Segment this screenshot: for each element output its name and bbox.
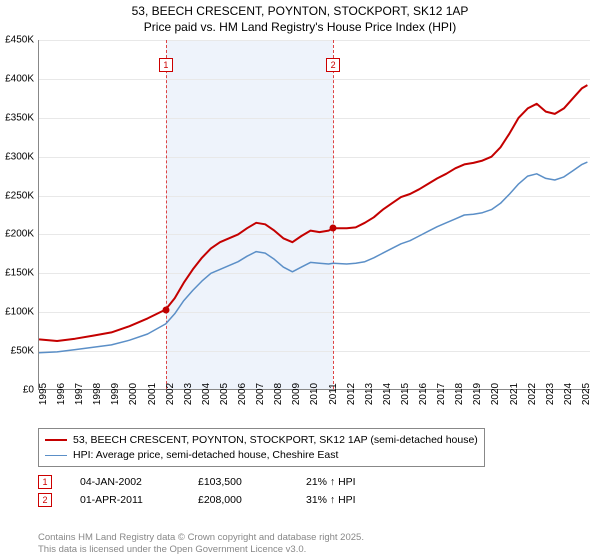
- transaction-idx-1: 2: [38, 493, 52, 507]
- y-tick-label: £250K: [5, 190, 34, 201]
- x-tick-label: 2018: [454, 383, 465, 405]
- x-tick-label: 2000: [128, 383, 139, 405]
- transaction-row-1: 2 01-APR-2011 £208,000 31% ↑ HPI: [38, 493, 590, 507]
- y-tick-label: £150K: [5, 268, 34, 279]
- x-tick-label: 2010: [309, 383, 320, 405]
- legend-label-1: HPI: Average price, semi-detached house,…: [73, 448, 338, 463]
- y-tick-label: £400K: [5, 73, 34, 84]
- transaction-table: 1 04-JAN-2002 £103,500 21% ↑ HPI 2 01-AP…: [38, 475, 590, 507]
- chart-container: 53, BEECH CRESCENT, POYNTON, STOCKPORT, …: [0, 0, 600, 560]
- marker-label: 2: [326, 58, 340, 72]
- series-hpi: [39, 162, 587, 353]
- x-tick-label: 2022: [527, 383, 538, 405]
- transaction-diff-1: 31% ↑ HPI: [306, 494, 386, 506]
- x-tick-label: 2008: [273, 383, 284, 405]
- y-tick-label: £0: [23, 385, 34, 396]
- x-tick-label: 2003: [183, 383, 194, 405]
- x-tick-label: 1997: [74, 383, 85, 405]
- x-tick-label: 2020: [490, 383, 501, 405]
- plot-region: 12: [38, 40, 590, 390]
- x-tick-label: 2023: [545, 383, 556, 405]
- transaction-idx-0: 1: [38, 475, 52, 489]
- transaction-price-1: £208,000: [198, 494, 278, 506]
- y-tick-label: £50K: [11, 346, 34, 357]
- legend-row-1: HPI: Average price, semi-detached house,…: [45, 448, 478, 463]
- transaction-date-0: 04-JAN-2002: [80, 476, 170, 488]
- y-tick-label: £100K: [5, 307, 34, 318]
- x-tick-label: 2021: [509, 383, 520, 405]
- footer: Contains HM Land Registry data © Crown c…: [38, 532, 364, 556]
- line-svg: [39, 40, 591, 390]
- x-tick-label: 2009: [291, 383, 302, 405]
- x-tick-label: 2025: [581, 383, 592, 405]
- x-tick-label: 2011: [328, 383, 339, 405]
- footer-line-2: This data is licensed under the Open Gov…: [38, 544, 364, 556]
- y-tick-label: £350K: [5, 112, 34, 123]
- y-tick-label: £200K: [5, 229, 34, 240]
- x-tick-label: 1998: [92, 383, 103, 405]
- transaction-price-0: £103,500: [198, 476, 278, 488]
- x-tick-label: 2015: [400, 383, 411, 405]
- x-tick-label: 2006: [237, 383, 248, 405]
- legend-swatch-0: [45, 439, 67, 441]
- y-tick-label: £300K: [5, 151, 34, 162]
- x-tick-label: 1996: [56, 383, 67, 405]
- x-tick-label: 2014: [382, 383, 393, 405]
- x-tick-label: 2012: [346, 383, 357, 405]
- title-line-1: 53, BEECH CRESCENT, POYNTON, STOCKPORT, …: [0, 4, 600, 20]
- x-tick-label: 2002: [165, 383, 176, 405]
- x-tick-label: 2005: [219, 383, 230, 405]
- title-line-2: Price paid vs. HM Land Registry's House …: [0, 20, 600, 36]
- chart-area: 12 £0£50K£100K£150K£200K£250K£300K£350K£…: [38, 40, 590, 390]
- transaction-row-0: 1 04-JAN-2002 £103,500 21% ↑ HPI: [38, 475, 590, 489]
- x-tick-label: 1995: [38, 383, 49, 405]
- y-tick-label: £450K: [5, 35, 34, 46]
- x-tick-label: 2013: [364, 383, 375, 405]
- legend-swatch-1: [45, 455, 67, 456]
- legend-block: 53, BEECH CRESCENT, POYNTON, STOCKPORT, …: [38, 428, 590, 511]
- x-tick-label: 2004: [201, 383, 212, 405]
- legend-row-0: 53, BEECH CRESCENT, POYNTON, STOCKPORT, …: [45, 433, 478, 448]
- marker-dot: [162, 306, 169, 313]
- x-tick-label: 2019: [472, 383, 483, 405]
- x-tick-label: 2016: [418, 383, 429, 405]
- legend: 53, BEECH CRESCENT, POYNTON, STOCKPORT, …: [38, 428, 485, 467]
- marker-label: 1: [159, 58, 173, 72]
- x-tick-label: 1999: [110, 383, 121, 405]
- x-tick-label: 2001: [147, 383, 158, 405]
- x-tick-label: 2024: [563, 383, 574, 405]
- footer-line-1: Contains HM Land Registry data © Crown c…: [38, 532, 364, 544]
- marker-dot: [330, 225, 337, 232]
- legend-label-0: 53, BEECH CRESCENT, POYNTON, STOCKPORT, …: [73, 433, 478, 448]
- transaction-date-1: 01-APR-2011: [80, 494, 170, 506]
- x-tick-label: 2007: [255, 383, 266, 405]
- series-price_paid: [39, 85, 587, 341]
- x-tick-label: 2017: [436, 383, 447, 405]
- transaction-diff-0: 21% ↑ HPI: [306, 476, 386, 488]
- title-block: 53, BEECH CRESCENT, POYNTON, STOCKPORT, …: [0, 0, 600, 35]
